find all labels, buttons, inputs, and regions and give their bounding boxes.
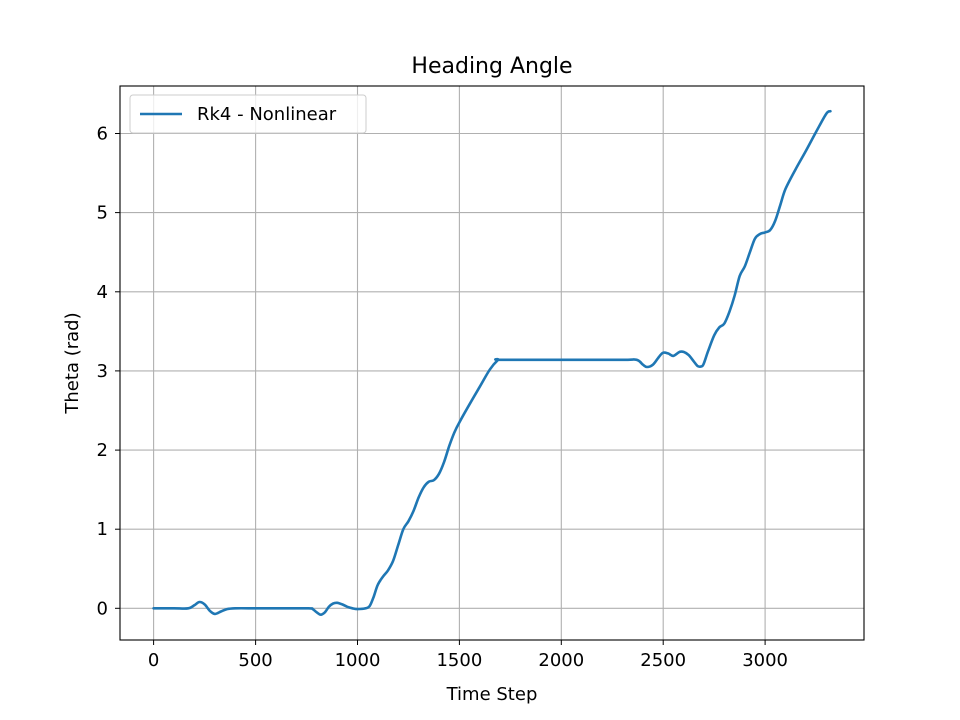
- x-tick-label: 1000: [335, 650, 381, 671]
- x-tick-label: 2500: [640, 650, 686, 671]
- x-tick-label: 500: [238, 650, 272, 671]
- y-tick-label: 4: [97, 282, 108, 303]
- x-tick-label: 1500: [436, 650, 482, 671]
- x-tick-label: 2000: [538, 650, 584, 671]
- x-tick-label: 0: [148, 650, 159, 671]
- legend-label: Rk4 - Nonlinear: [197, 104, 337, 125]
- x-tick-label: 3000: [742, 650, 788, 671]
- y-axis-label: Theta (rad): [62, 312, 83, 414]
- y-tick-label: 2: [97, 440, 108, 461]
- chart-title: Heading Angle: [411, 54, 572, 79]
- series-layer: [152, 110, 832, 616]
- y-tick-label: 5: [97, 203, 108, 224]
- y-tick-label: 6: [97, 124, 108, 145]
- legend-box: [129, 94, 367, 134]
- axis-ticks: 0 500 1000 1500 2000 2500 3000 0 1 2 3 4 5 6: [97, 124, 788, 672]
- series-line-0: [152, 110, 832, 616]
- y-tick-label: 3: [97, 361, 108, 382]
- x-axis-label: Time Step: [446, 684, 538, 705]
- y-tick-label: 1: [97, 519, 108, 540]
- legend: Rk4 - Nonlinear: [129, 94, 367, 134]
- plot-frame: [119, 85, 865, 641]
- grid: [120, 86, 864, 640]
- y-tick-label: 0: [97, 598, 108, 619]
